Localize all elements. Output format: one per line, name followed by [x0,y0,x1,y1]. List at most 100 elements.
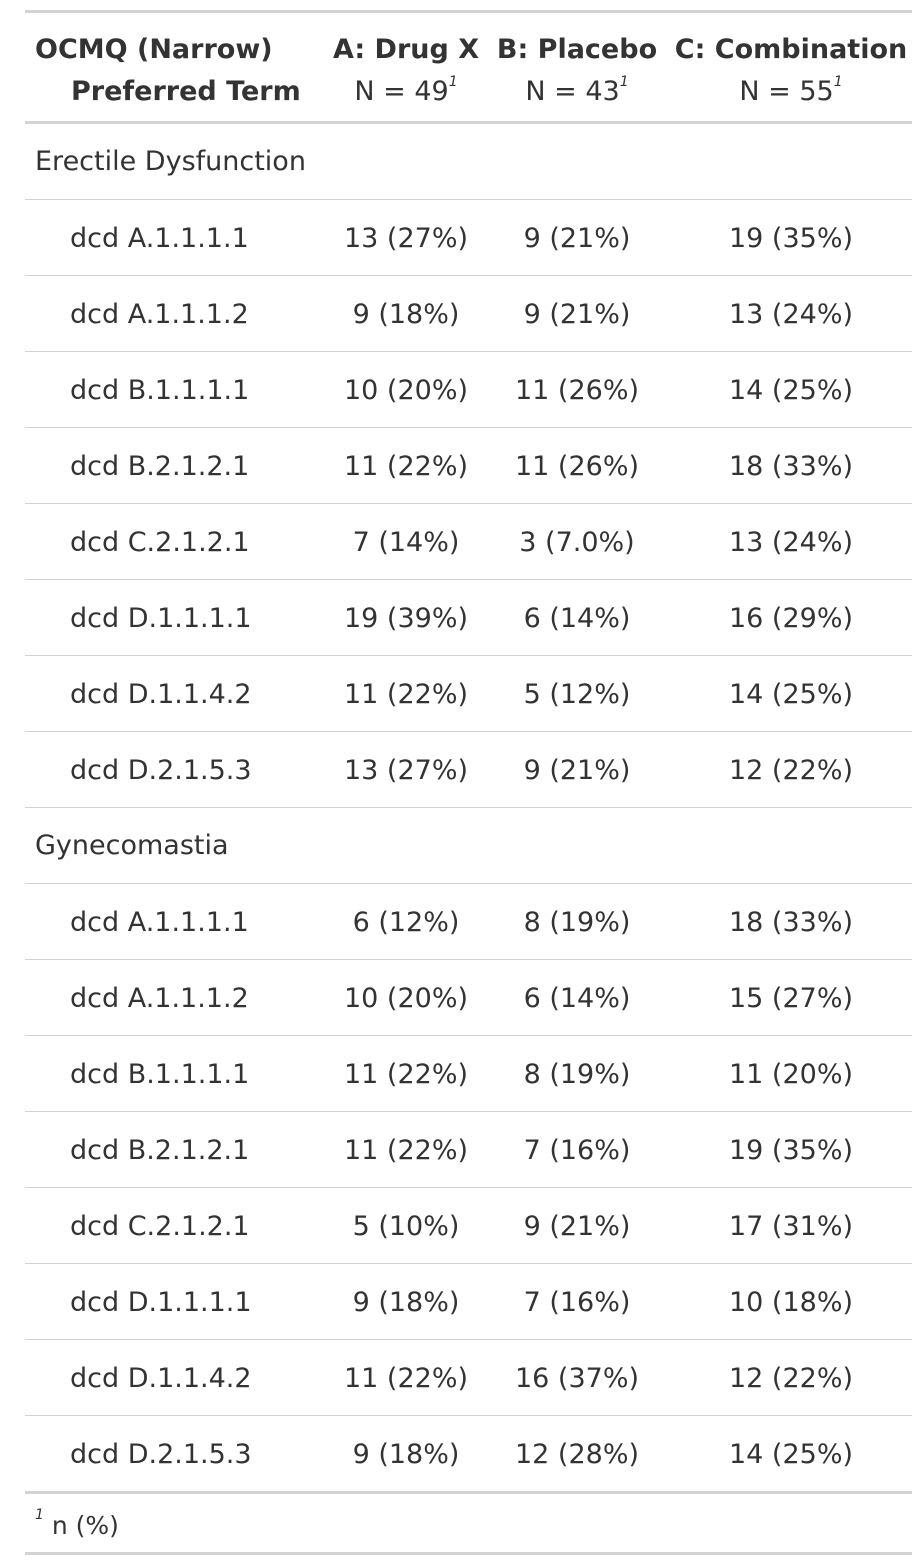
placebo-cell: 16 (37%) [514,1363,640,1394]
combination-cell: 14 (25%) [728,679,854,710]
preferred-term-cell: dcd C.2.1.2.1 [70,527,250,558]
table-row: dcd B.2.1.2.1 11 (22%) 7 (16%) 19 (35%) [25,1112,912,1188]
drug-x-cell: 9 (18%) [352,1287,460,1318]
combination-cell: 12 (22%) [728,755,854,786]
column-title: A: Drug X [332,34,480,65]
preferred-term-cell: dcd A.1.1.1.1 [70,223,249,254]
column-n-label: N = 491 [354,74,458,107]
preferred-term-cell: dcd D.1.1.4.2 [70,1363,252,1394]
table-row: dcd A.1.1.1.2 9 (18%) 9 (21%) 13 (24%) [25,276,912,352]
table-row: dcd D.1.1.1.1 9 (18%) 7 (16%) 10 (18%) [25,1264,912,1340]
combination-cell: 17 (31%) [728,1211,854,1242]
preferred-term-cell: dcd A.1.1.1.1 [70,907,249,938]
table-row: dcd A.1.1.1.1 13 (27%) 9 (21%) 19 (35%) [25,200,912,276]
table-row: dcd A.1.1.1.1 6 (12%) 8 (19%) 18 (33%) [25,884,912,960]
table-row: dcd D.1.1.4.2 11 (22%) 16 (37%) 12 (22%) [25,1340,912,1416]
combination-cell: 11 (20%) [728,1059,854,1090]
summary-table: OCMQ (Narrow) Preferred Term A: Drug X N… [25,10,912,1555]
placebo-cell: 9 (21%) [523,223,631,254]
combination-cell: 12 (22%) [728,1363,854,1394]
preferred-term-cell: dcd B.2.1.2.1 [70,1135,250,1166]
table-footnote: 1 n (%) [25,1494,912,1552]
drug-x-cell: 5 (10%) [352,1211,460,1242]
preferred-term-cell: dcd D.1.1.1.1 [70,1287,252,1318]
table-row: dcd D.1.1.1.1 19 (39%) 6 (14%) 16 (29%) [25,580,912,656]
table-row: dcd A.1.1.1.2 10 (20%) 6 (14%) 15 (27%) [25,960,912,1036]
placebo-cell: 12 (28%) [514,1439,640,1470]
combination-cell: 10 (18%) [728,1287,854,1318]
combination-cell: 19 (35%) [728,1135,854,1166]
preferred-term-cell: dcd D.1.1.4.2 [70,679,252,710]
combination-cell: 16 (29%) [728,603,854,634]
placebo-cell: 7 (16%) [523,1135,631,1166]
footnote-mark: 1 [35,1507,44,1523]
combination-cell: 13 (24%) [728,527,854,558]
preferred-term-cell: dcd B.1.1.1.1 [70,375,250,406]
drug-x-cell: 7 (14%) [352,527,460,558]
column-title: B: Placebo [496,34,658,65]
drug-x-cell: 11 (22%) [343,1363,469,1394]
drug-x-cell: 11 (22%) [343,451,469,482]
column-header-combination: C: Combination N = 551 [675,29,907,113]
drug-x-cell: 13 (27%) [343,223,469,254]
column-n-label: N = 431 [525,74,629,107]
group-label: Gynecomastia [35,830,229,861]
group-row: Erectile Dysfunction [25,124,912,200]
drug-x-cell: 10 (20%) [343,375,469,406]
column-header-placebo: B: Placebo N = 431 [497,29,657,113]
group-row: Gynecomastia [25,808,912,884]
column-n-label: N = 551 [739,74,843,107]
placebo-cell: 7 (16%) [523,1287,631,1318]
table-row: dcd D.2.1.5.3 9 (18%) 12 (28%) 14 (25%) [25,1416,912,1492]
table-row: dcd B.1.1.1.1 11 (22%) 8 (19%) 11 (20%) [25,1036,912,1112]
drug-x-cell: 19 (39%) [343,603,469,634]
table-bottom-rule [25,1491,912,1494]
combination-cell: 14 (25%) [728,1439,854,1470]
placebo-cell: 5 (12%) [523,679,631,710]
placebo-cell: 6 (14%) [523,603,631,634]
footnote-mark: 1 [833,74,843,90]
drug-x-cell: 13 (27%) [343,755,469,786]
table-top-rule [25,10,912,13]
drug-x-cell: 6 (12%) [352,907,460,938]
table-end-rule [25,1552,912,1555]
preferred-term-cell: dcd D.2.1.5.3 [70,755,252,786]
footnote-mark: 1 [619,74,629,90]
table-row: dcd D.2.1.5.3 13 (27%) 9 (21%) 12 (22%) [25,732,912,808]
stub-title: OCMQ (Narrow) [35,34,273,65]
placebo-cell: 6 (14%) [523,983,631,1014]
placebo-cell: 8 (19%) [523,907,631,938]
drug-x-cell: 9 (18%) [352,1439,460,1470]
combination-cell: 13 (24%) [728,299,854,330]
drug-x-cell: 11 (22%) [343,1059,469,1090]
preferred-term-cell: dcd D.2.1.5.3 [70,1439,252,1470]
table-row: dcd C.2.1.2.1 7 (14%) 3 (7.0%) 13 (24%) [25,504,912,580]
drug-x-cell: 10 (20%) [343,983,469,1014]
placebo-cell: 8 (19%) [523,1059,631,1090]
placebo-cell: 11 (26%) [514,451,640,482]
preferred-term-cell: dcd A.1.1.1.2 [70,983,249,1014]
preferred-term-cell: dcd A.1.1.1.2 [70,299,249,330]
table-row: dcd B.1.1.1.1 10 (20%) 11 (26%) 14 (25%) [25,352,912,428]
column-title: C: Combination [674,34,908,65]
placebo-cell: 9 (21%) [523,1211,631,1242]
combination-cell: 18 (33%) [728,451,854,482]
combination-cell: 18 (33%) [728,907,854,938]
table-row: dcd D.1.1.4.2 11 (22%) 5 (12%) 14 (25%) [25,656,912,732]
preferred-term-cell: dcd B.1.1.1.1 [70,1059,250,1090]
preferred-term-cell: dcd B.2.1.2.1 [70,451,250,482]
placebo-cell: 3 (7.0%) [519,527,635,558]
drug-x-cell: 11 (22%) [343,1135,469,1166]
combination-cell: 19 (35%) [728,223,854,254]
combination-cell: 15 (27%) [728,983,854,1014]
placebo-cell: 11 (26%) [514,375,640,406]
preferred-term-cell: dcd C.2.1.2.1 [70,1211,250,1242]
placebo-cell: 9 (21%) [523,299,631,330]
stub-subtitle: Preferred Term [71,76,301,107]
table-row: dcd C.2.1.2.1 5 (10%) 9 (21%) 17 (31%) [25,1188,912,1264]
column-header-drug-x: A: Drug X N = 491 [333,29,479,113]
footnote-text: n (%) [51,1511,119,1540]
drug-x-cell: 11 (22%) [343,679,469,710]
table-row: dcd B.2.1.2.1 11 (22%) 11 (26%) 18 (33%) [25,428,912,504]
footnote-mark: 1 [448,74,458,90]
